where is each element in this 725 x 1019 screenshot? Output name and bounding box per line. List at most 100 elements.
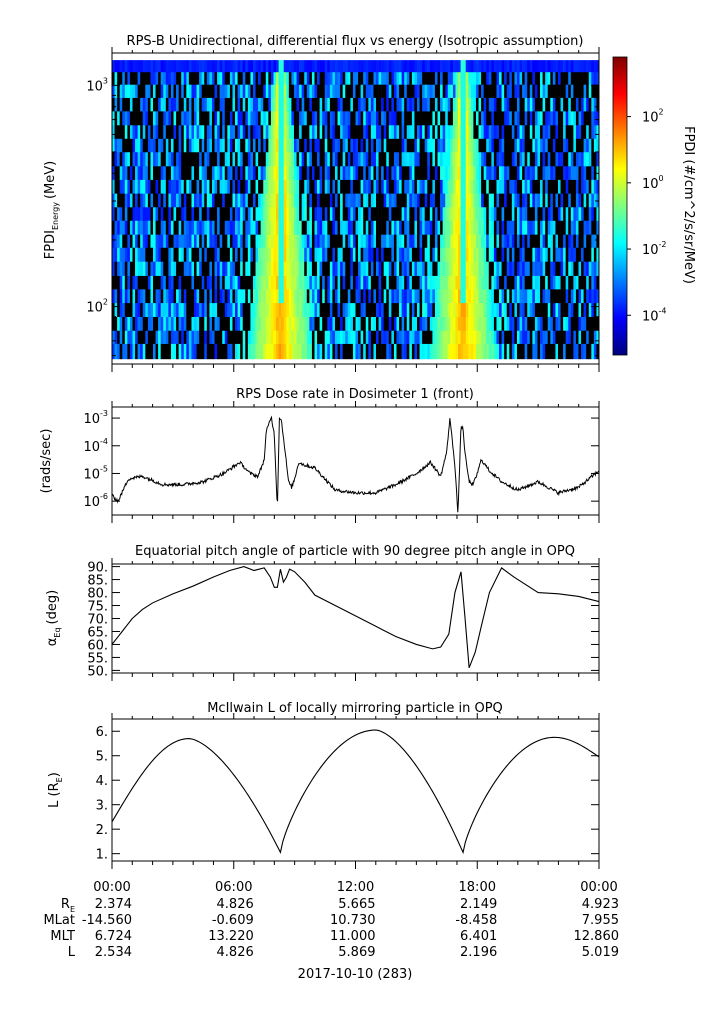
spectrogram-cell — [270, 193, 274, 208]
spectrogram-cell — [376, 275, 379, 290]
spectrogram-cell — [268, 179, 272, 194]
spectrogram-cell — [311, 111, 315, 126]
spectrogram-cell — [299, 60, 302, 73]
spectrogram-cell — [160, 302, 164, 317]
spectrogram-cell — [473, 302, 477, 317]
spectrogram-cell — [122, 343, 126, 360]
spectrogram-cell — [255, 71, 259, 85]
spectrogram-cell — [527, 275, 531, 290]
spectrogram-cell — [334, 124, 338, 139]
spectrogram-cell — [222, 179, 226, 194]
spectrogram-cell — [419, 316, 423, 331]
spectrogram-cell — [491, 330, 495, 344]
spectrogram-cell — [329, 193, 333, 208]
spectrogram-cell — [363, 302, 367, 317]
spectrogram-cell — [245, 151, 249, 167]
spectrogram-cell — [465, 84, 469, 98]
spectrogram-cell — [570, 179, 574, 194]
spectrogram-cell — [455, 151, 459, 167]
panel2-title: RPS Dose rate in Dosimeter 1 (front) — [236, 387, 474, 402]
spectrogram-cell — [409, 60, 413, 73]
spectrogram-cell — [511, 316, 515, 331]
spectrogram-cell — [255, 289, 259, 304]
spectrogram-cell — [550, 247, 554, 262]
spectrogram-cell — [417, 330, 420, 344]
spectrogram-cell — [245, 261, 249, 276]
spectrogram-cell — [347, 111, 351, 126]
spectrogram-cell — [552, 261, 556, 276]
spectrogram-cell — [442, 111, 446, 126]
ephemeris-value: 11.000 — [330, 929, 376, 944]
spectrogram-cell — [250, 234, 254, 248]
spectrogram-cell — [568, 138, 572, 153]
spectrogram-cell — [222, 289, 226, 304]
spectrogram-cell — [452, 179, 456, 194]
spectrogram-cell — [391, 330, 395, 344]
spectrogram-cell — [311, 151, 315, 167]
spectrogram-cell — [545, 193, 549, 208]
spectrogram-cell — [227, 124, 231, 139]
spectrogram-cell — [211, 206, 215, 221]
spectrogram-cell — [463, 261, 467, 276]
spectrogram-cell — [552, 71, 556, 85]
spectrogram-cell — [475, 343, 479, 360]
spectrogram-cell — [547, 289, 551, 304]
mcilwain-l-series-line — [112, 729, 599, 855]
spectrogram-cell — [309, 97, 313, 112]
spectrogram-cell — [370, 316, 374, 331]
spectrogram-cell — [534, 316, 538, 331]
spectrogram-cell — [235, 275, 238, 290]
spectrogram-cell — [445, 138, 449, 153]
spectrogram-cell — [440, 302, 443, 317]
spectrogram-cell — [112, 193, 115, 208]
spectrogram-cell — [514, 97, 518, 112]
spectrogram-cell — [496, 302, 500, 317]
spectrogram-cell — [196, 111, 200, 126]
spectrogram-cell — [283, 316, 287, 331]
spectrogram-cell — [119, 138, 123, 153]
spectrogram-cell — [373, 60, 377, 73]
spectrogram-cell — [135, 316, 138, 331]
spectrogram-cell — [211, 275, 215, 290]
spectrogram-cell — [311, 60, 315, 73]
spectrogram-cell — [306, 193, 310, 208]
spectrogram-cell — [232, 343, 236, 360]
spectrogram-cell — [499, 84, 502, 98]
spectrogram-cell — [563, 234, 566, 248]
spectrogram-cell — [468, 60, 472, 73]
spectrogram-cell — [299, 179, 302, 194]
spectrogram-cell — [191, 179, 195, 194]
y-tick-label: 75. — [87, 600, 108, 615]
spectrogram-cell — [463, 179, 467, 194]
spectrogram-cell — [270, 179, 274, 194]
spectrogram-cell — [522, 220, 525, 235]
spectrogram-cell — [145, 151, 149, 167]
ephemeris-value: 5.665 — [338, 897, 375, 912]
spectrogram-cell — [160, 234, 164, 248]
spectrogram-cell — [176, 275, 179, 290]
spectrogram-cell — [268, 151, 272, 167]
spectrogram-cell — [417, 151, 420, 167]
spectrogram-cell — [214, 330, 218, 344]
spectrogram-cell — [481, 206, 484, 221]
spectrogram-cell — [475, 193, 479, 208]
spectrogram-cell — [581, 111, 584, 126]
spectrogram-cell — [188, 60, 192, 73]
spectrogram-cell — [276, 289, 279, 304]
spectrogram-cell — [555, 289, 559, 304]
spectrogram-cell — [575, 124, 579, 139]
spectrogram-cell — [411, 343, 415, 360]
spectrogram-cell — [194, 60, 197, 73]
spectrogram-cell — [270, 84, 274, 98]
spectrogram-cell — [501, 275, 505, 290]
spectrogram-cell — [522, 60, 525, 73]
spectrogram-cell — [334, 97, 338, 112]
spectrogram-cell — [232, 71, 236, 85]
spectrogram-cell — [493, 151, 497, 167]
spectrogram-cell — [273, 275, 277, 290]
spectrogram-cell — [137, 193, 141, 208]
spectrogram-cell — [419, 289, 423, 304]
spectrogram-cell — [491, 234, 495, 248]
spectrogram-cell — [509, 84, 513, 98]
spectrogram-cell — [222, 165, 226, 180]
